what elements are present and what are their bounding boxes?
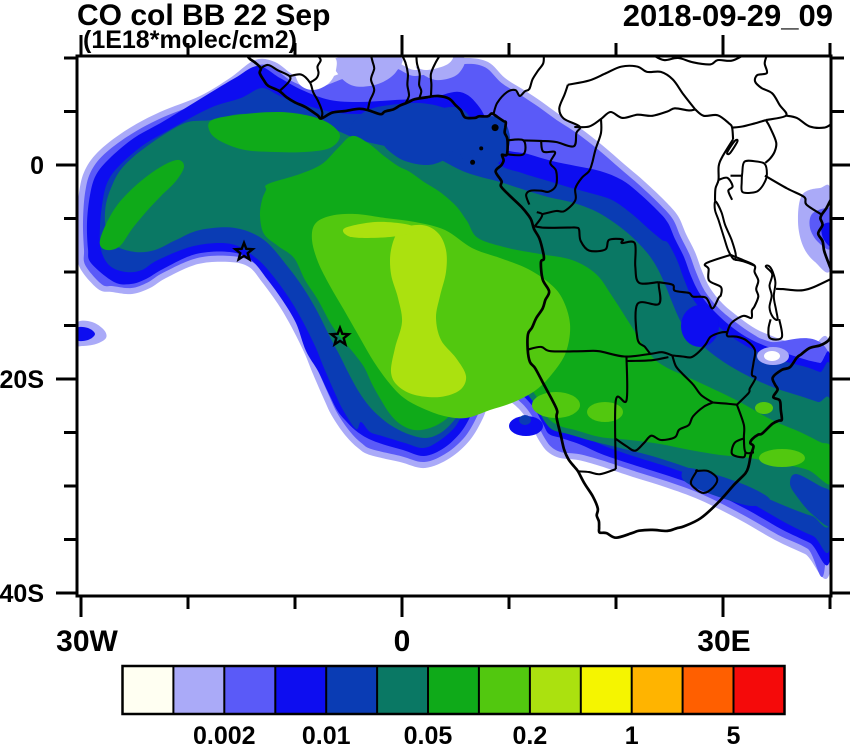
svg-text:30E: 30E [697, 625, 750, 658]
svg-text:0.05: 0.05 [404, 722, 453, 750]
svg-text:0.01: 0.01 [302, 722, 351, 750]
svg-text:5: 5 [727, 722, 741, 750]
svg-text:0: 0 [30, 152, 44, 180]
svg-text:20S: 20S [0, 366, 44, 394]
svg-text:CO col BB 22 Sep: CO col BB 22 Sep [77, 0, 330, 32]
svg-text:30W: 30W [56, 625, 118, 658]
svg-text:40S: 40S [0, 580, 44, 608]
svg-text:2018-09-29_09: 2018-09-29_09 [623, 0, 833, 33]
svg-text:0.2: 0.2 [513, 722, 548, 750]
svg-text:0: 0 [394, 625, 411, 658]
svg-text:0.002: 0.002 [193, 722, 256, 750]
svg-text:1: 1 [625, 722, 639, 750]
svg-text:(1E18*molec/cm2): (1E18*molec/cm2) [83, 26, 297, 54]
